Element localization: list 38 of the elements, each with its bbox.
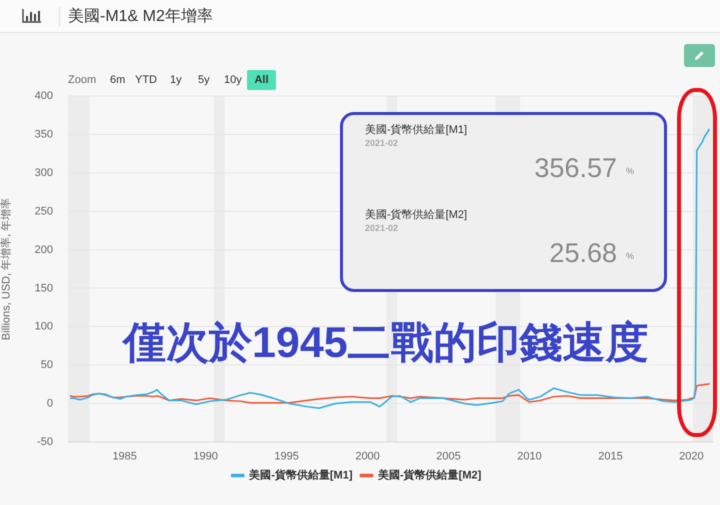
annotation: 僅次於1945二戰的印錢速度 xyxy=(123,318,649,368)
y-tick-label: 150 xyxy=(34,282,53,294)
x-tick-label: 2020 xyxy=(679,450,704,463)
x-tick-label: 1990 xyxy=(193,450,218,463)
annotation: % xyxy=(626,251,634,262)
y-tick-label: 250 xyxy=(34,205,53,218)
annotation: % xyxy=(626,166,634,177)
text: YTD xyxy=(135,74,157,87)
x-tick-label: 2010 xyxy=(517,450,542,463)
legend-label: 美國-貨幣供給量[M1] xyxy=(248,468,353,482)
annotation: 美國-貨幣供給量[M2] xyxy=(365,209,468,222)
text: 10y xyxy=(224,74,242,87)
x-tick-label: 1995 xyxy=(274,450,299,463)
y-tick-label: 400 xyxy=(34,90,53,102)
annotation: 美國-貨幣供給量[M1] xyxy=(365,124,468,137)
y-tick-label: 350 xyxy=(34,128,53,140)
text: 1y xyxy=(170,74,182,87)
annotation: 356.57 xyxy=(534,153,617,183)
y-tick-label: 50 xyxy=(40,359,53,372)
x-tick-label: 2000 xyxy=(355,450,380,463)
y-axis-title: Billions, USD, 年增率, 年增率 xyxy=(0,198,13,340)
annotation: 2021-02 xyxy=(365,223,398,234)
legend-label: 美國-貨幣供給量[M2] xyxy=(377,468,482,482)
chart-title: 美國-M1& M2年增率 xyxy=(68,7,213,26)
x-tick-label: 1985 xyxy=(112,450,137,463)
text: 5y xyxy=(198,74,210,87)
annotation: 2021-02 xyxy=(365,138,398,149)
y-tick-label: 300 xyxy=(34,166,53,179)
y-tick-label: -50 xyxy=(37,436,53,448)
text: Zoom xyxy=(68,74,96,87)
y-tick-label: 0 xyxy=(46,398,53,410)
text: 6m xyxy=(110,74,126,87)
x-tick-label: 2015 xyxy=(598,450,623,463)
y-tick-label: 200 xyxy=(34,244,53,256)
annotation: 25.68 xyxy=(549,238,617,268)
selected-range-button[interactable]: All xyxy=(247,70,276,90)
y-tick-label: 100 xyxy=(34,320,53,333)
x-tick-label: 2005 xyxy=(436,450,461,463)
